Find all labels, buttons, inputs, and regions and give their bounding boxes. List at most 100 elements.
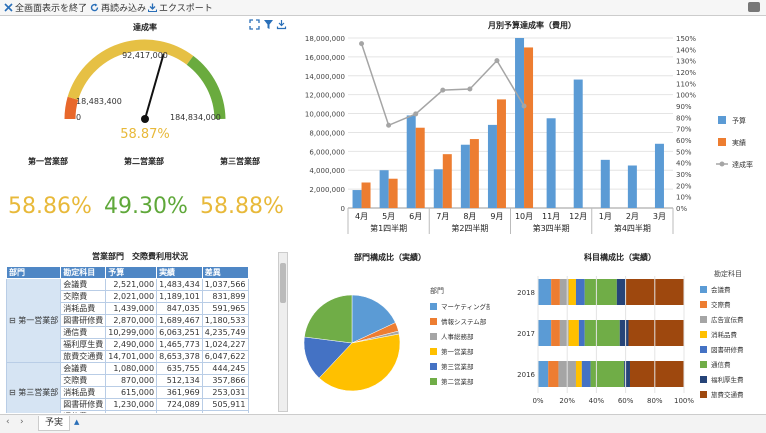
legend-label[interactable]: 通信費	[711, 360, 731, 369]
stacked-segment[interactable]	[584, 320, 620, 346]
legend-label[interactable]: 図書研修費	[711, 345, 744, 354]
sheet-tab[interactable]: 予実	[38, 416, 71, 431]
pivot-header-cell[interactable]: 予算	[105, 266, 158, 279]
stacked-segment[interactable]	[538, 279, 552, 305]
bar-budget[interactable]	[460, 144, 470, 208]
legend-label[interactable]: 第三営業部	[441, 362, 474, 371]
bar-budget[interactable]	[379, 170, 389, 208]
bar-budget[interactable]	[573, 79, 583, 208]
stacked-segment[interactable]	[559, 320, 569, 346]
stacked-segment[interactable]	[548, 361, 559, 387]
table-row[interactable]: ⊟ 第一営業部 会議費 2,521,000 1,483,434 1,037,566	[5, 278, 249, 363]
bar-actual[interactable]	[442, 154, 452, 208]
stacked-segment[interactable]	[584, 279, 617, 305]
legend-label[interactable]: 予算	[732, 116, 746, 125]
table-cell: 505,911	[201, 398, 249, 411]
table-row[interactable]: 交際費 870,000 512,134 357,866	[7, 374, 249, 387]
prev-sheet-icon[interactable]: ‹	[6, 417, 10, 427]
table-row[interactable]: 図書研修費 1,230,000 724,089 505,911	[7, 398, 249, 411]
table-cell: 1,847,000	[201, 410, 249, 413]
rate-point[interactable]	[467, 86, 473, 92]
legend-label[interactable]: マーケティング部	[441, 302, 493, 311]
stacked-segment[interactable]	[568, 279, 576, 305]
export-button[interactable]: エクスポート	[147, 1, 213, 14]
bar-budget[interactable]	[600, 159, 610, 208]
exit-fullscreen-button[interactable]: 全画面表示を終了	[4, 1, 87, 14]
pie-slice[interactable]	[304, 294, 353, 344]
legend-label[interactable]: 消耗品費	[711, 330, 738, 339]
bar-actual[interactable]	[388, 178, 398, 208]
table-row[interactable]: 消耗品費 1,439,000 847,035 591,965	[7, 302, 249, 315]
rate-point[interactable]	[386, 122, 392, 128]
bar-budget[interactable]	[627, 165, 637, 209]
stacked-segment[interactable]	[568, 320, 579, 346]
legend-label[interactable]: 交際費	[711, 300, 731, 309]
bar-actual[interactable]	[469, 139, 479, 208]
stacked-segment[interactable]	[575, 279, 585, 305]
stacked-segment[interactable]	[551, 279, 560, 305]
stacked-title: 科目構成比（実績）	[584, 252, 656, 262]
rate-point[interactable]	[440, 87, 446, 93]
stacked-segment[interactable]	[581, 361, 591, 387]
legend-label[interactable]: 実績	[732, 138, 746, 147]
pie-slice[interactable]	[318, 333, 401, 392]
stacked-segment[interactable]	[590, 361, 625, 387]
group-cell[interactable]: ⊟ 第一営業部	[5, 278, 62, 363]
stacked-segment[interactable]	[551, 320, 560, 346]
legend-label[interactable]: 情報システム部	[441, 317, 487, 326]
comment-icon[interactable]	[748, 2, 760, 12]
stacked-segment[interactable]	[538, 320, 552, 346]
stacked-segment[interactable]	[578, 320, 585, 346]
rate-point[interactable]	[494, 58, 500, 64]
bar-actual[interactable]	[524, 47, 534, 208]
stacked-segment[interactable]	[575, 361, 582, 387]
rate-point[interactable]	[359, 41, 365, 47]
legend-label[interactable]: 達成率	[732, 160, 753, 169]
legend-label[interactable]: 旅費交通費	[711, 390, 744, 399]
bar-budget[interactable]	[546, 118, 556, 208]
rate-point[interactable]	[521, 103, 527, 109]
bar-budget[interactable]	[433, 169, 443, 208]
stacked-segment[interactable]	[629, 361, 684, 387]
pivot-scrollbar[interactable]	[278, 252, 288, 412]
monthly-chart-title: 月別予算達成率（費用）	[487, 20, 576, 30]
bar-budget[interactable]	[406, 115, 416, 208]
table-row[interactable]: ⊟ 第三営業部 会議費 1,080,000 635,755 444,245	[5, 362, 249, 413]
pivot-header-cell[interactable]: 部門	[5, 266, 62, 279]
stacked-segment[interactable]	[616, 279, 626, 305]
bar-budget[interactable]	[352, 190, 362, 208]
group-cell[interactable]: ⊟ 第三営業部	[5, 362, 62, 413]
stacked-segment[interactable]	[538, 361, 549, 387]
pivot-header-cell[interactable]: 実績	[156, 266, 203, 279]
bar-budget[interactable]	[515, 38, 525, 208]
expand-icon[interactable]	[249, 19, 260, 30]
pie-slice[interactable]	[351, 294, 396, 344]
legend-label[interactable]: 第二営業部	[441, 377, 474, 386]
legend-label[interactable]: 福利厚生費	[711, 375, 744, 384]
bar-actual[interactable]	[415, 127, 425, 208]
legend-label[interactable]: 会議費	[711, 285, 731, 294]
legend-label[interactable]: 第一営業部	[441, 347, 474, 356]
download-icon[interactable]	[276, 20, 287, 30]
bar-actual[interactable]	[361, 182, 371, 209]
bar-budget[interactable]	[654, 143, 664, 208]
legend-label[interactable]: 広告宣伝費	[711, 315, 744, 324]
rate-point[interactable]	[413, 111, 419, 117]
sheet-menu-icon[interactable]: ▲	[74, 418, 80, 426]
bar-budget[interactable]	[487, 124, 497, 208]
gauge-title: 達成率	[133, 22, 157, 32]
reload-button[interactable]: 再読み込み	[90, 1, 146, 14]
pivot-scroll-thumb[interactable]	[280, 263, 286, 303]
pivot-header-cell[interactable]: 差異	[201, 266, 249, 279]
stacked-segment[interactable]	[619, 320, 629, 346]
filter-icon[interactable]	[264, 20, 273, 29]
legend-label[interactable]: 人事総務部	[441, 332, 474, 341]
pivot-header-cell[interactable]: 勘定科目	[60, 266, 107, 279]
stacked-segment[interactable]	[624, 361, 630, 387]
stacked-segment[interactable]	[559, 279, 569, 305]
bar-actual[interactable]	[496, 99, 506, 208]
next-sheet-icon[interactable]: ›	[20, 417, 24, 427]
stacked-segment[interactable]	[628, 320, 684, 346]
table-row[interactable]: 旅費交通費 14,701,000 8,653,378 6,047,622	[7, 350, 249, 363]
